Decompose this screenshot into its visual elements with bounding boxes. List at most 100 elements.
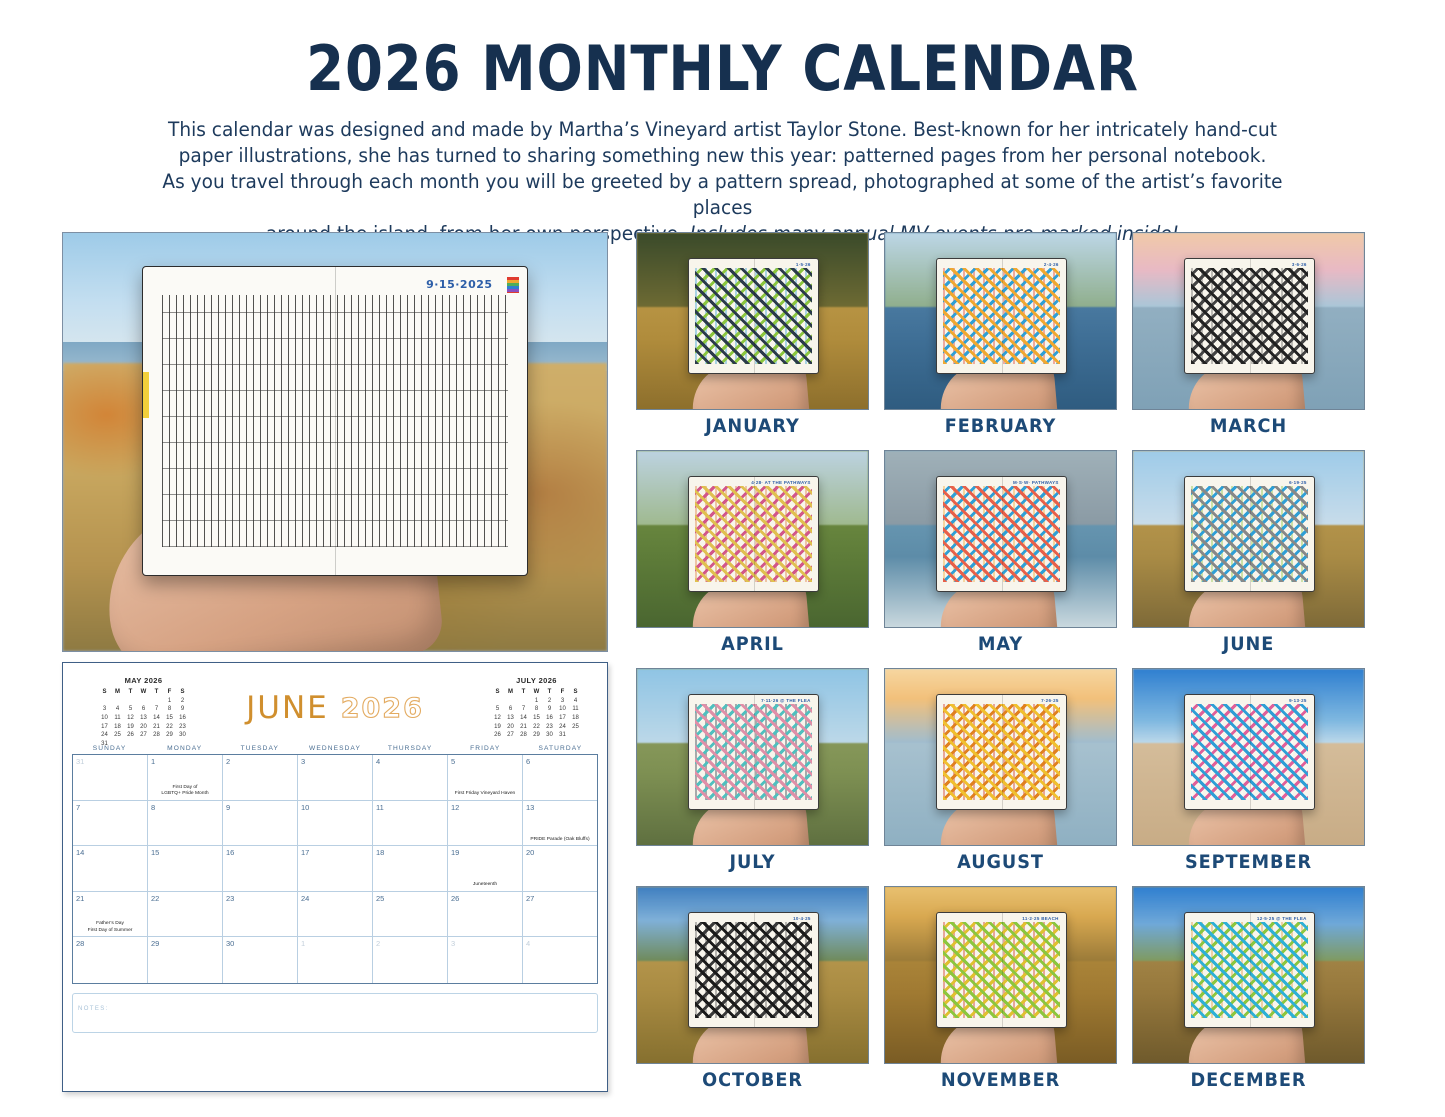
notes-box[interactable]: NOTES: xyxy=(72,992,598,1033)
day-number: 30 xyxy=(226,939,235,948)
calendar-day-cell[interactable]: 1 xyxy=(298,937,373,983)
calendar-month-title: JUNE 2026 xyxy=(72,690,598,726)
mini-prev-dow-5: F xyxy=(167,689,172,696)
thumbnail-september[interactable]: 9·13·25 SEPTEMBER xyxy=(1132,668,1365,882)
mini-next-day: 9 xyxy=(547,706,552,713)
calendar-day-cell[interactable]: 26 xyxy=(448,891,523,936)
day-number: 16 xyxy=(226,848,235,857)
thumbnail-may[interactable]: M·S·W· PATHWAYS MAY xyxy=(884,450,1117,664)
calendar-day-cell[interactable]: 9 xyxy=(223,800,298,845)
calendar-day-cell[interactable]: 4 xyxy=(523,937,597,983)
calendar-day-cell[interactable]: 23 xyxy=(223,891,298,936)
calendar-day-cell[interactable]: 14 xyxy=(73,846,148,891)
calendar-day-cell[interactable]: 15 xyxy=(148,846,223,891)
thumbnail-december[interactable]: 12·5·25 @ THE FLEA DECEMBER xyxy=(1132,886,1365,1100)
calendar-day-cell[interactable]: 11 xyxy=(373,800,448,845)
mini-next-day: 5 xyxy=(495,706,500,713)
event-line: First Friday Vineyard Haven xyxy=(454,791,516,797)
mini-prev-day: 23 xyxy=(179,723,186,730)
day-number: 13 xyxy=(526,802,535,812)
mini-next-day xyxy=(504,697,517,706)
calendar-day-cell[interactable]: 28 xyxy=(73,937,148,983)
mini-next-day: 25 xyxy=(572,723,579,730)
mini-next-day: 26 xyxy=(494,732,501,739)
day-number: 26 xyxy=(451,893,460,903)
mini-next-day: 7 xyxy=(521,706,526,713)
mini-next-day: 8 xyxy=(534,706,539,713)
calendar-day-cell[interactable]: 21 Father’s Day First Day of Summer xyxy=(73,891,148,936)
notebook-pattern xyxy=(943,485,1060,582)
mini-prev-week: 24 25 26 27 28 29 30 xyxy=(98,731,189,740)
mini-prev-day: 26 xyxy=(127,732,134,739)
mini-prev-dow-1: M xyxy=(115,689,120,696)
calendar-day-cell[interactable]: 6 xyxy=(523,755,597,800)
calendar-day-cell[interactable]: 8 xyxy=(148,800,223,845)
notebook-spread: 1·5·26 xyxy=(687,257,820,374)
thumbnail-july[interactable]: 7·11·26 @ THE FLEA JULY xyxy=(636,668,869,882)
calendar-day-cell[interactable]: 30 xyxy=(223,937,298,983)
day-event-text: First Friday Vineyard Haven xyxy=(450,791,520,798)
thumbnail-photo: 3·6·26 xyxy=(1132,232,1365,410)
calendar-day-cell[interactable]: 16 xyxy=(223,846,298,891)
calendar-day-cell[interactable]: 20 xyxy=(523,846,597,891)
day-number: 15 xyxy=(151,848,160,857)
calendar-day-cell[interactable]: 3 xyxy=(448,937,523,983)
calendar-day-cell[interactable]: 2 xyxy=(373,937,448,983)
calendar-day-cell[interactable]: 25 xyxy=(373,891,448,936)
calendar-day-cell[interactable]: 24 xyxy=(298,891,373,936)
thumbnail-april[interactable]: 4·28· AT THE PATHWAYS APRIL xyxy=(636,450,869,664)
thumbnail-june[interactable]: 6·19·25 JUNE xyxy=(1132,450,1365,664)
calendar-day-cell[interactable]: 5 First Friday Vineyard Haven xyxy=(448,755,523,800)
day-number: 12 xyxy=(451,802,460,812)
calendar-day-cell[interactable]: 18 xyxy=(373,846,448,891)
day-number: 9 xyxy=(226,802,231,812)
calendar-day-cell[interactable]: 1 First Day of LGBTQ+ Pride Month xyxy=(148,755,223,800)
thumbnail-november[interactable]: 11·2·25 BEACH NOVEMBER xyxy=(884,886,1117,1100)
mini-prev-day: 18 xyxy=(114,723,121,730)
calendar-day-cell[interactable]: 12 xyxy=(448,800,523,845)
handwritten-note: 7·26·25 xyxy=(1041,698,1059,704)
mini-prev-week: 17 18 19 20 21 22 23 xyxy=(98,722,189,731)
calendar-day-cell[interactable]: 29 xyxy=(148,937,223,983)
mini-prev-day: 22 xyxy=(166,723,173,730)
day-number: 19 xyxy=(451,848,460,857)
calendar-day-cell[interactable]: 22 xyxy=(148,891,223,936)
mini-prev-day: 10 xyxy=(101,715,108,722)
calendar-day-cell[interactable]: 3 xyxy=(298,755,373,800)
thumbnail-january[interactable]: 1·5·26 JANUARY xyxy=(636,232,869,446)
calendar-week-row: 31 1 First Day of LGBTQ+ Pride Month 2 3 4 5 Fir… xyxy=(73,755,597,801)
calendar-week-row: 21 Father’s Day First Day of Summer 22 23 24 2… xyxy=(73,891,597,937)
calendar-day-cell[interactable]: 7 xyxy=(73,800,148,845)
thumbnail-october[interactable]: 10·4·25 OCTOBER xyxy=(636,886,869,1100)
day-number: 8 xyxy=(151,802,156,812)
handwritten-date: 9·15·2025 xyxy=(426,278,493,292)
calendar-day-cell[interactable]: 4 xyxy=(373,755,448,800)
calendar-day-cell[interactable]: 27 xyxy=(523,892,597,937)
mini-calendar-next: JULY 2026 S M T W T F S 1 2 3 4 5 6 7 8 9 10 11 12 13 14 15 16… xyxy=(491,676,582,740)
notebook-spread: 9·13·25 xyxy=(1183,693,1316,810)
mini-prev-day: 28 xyxy=(153,732,160,739)
mini-prev-day: 7 xyxy=(154,706,159,713)
calendar-header: MAY 2026 S M T W T F S 1 2 3 4 5 6 7 8 9 10 11 12 13 14 15 16 1… xyxy=(72,670,598,747)
thumbnail-march[interactable]: 3·6·26 MARCH xyxy=(1132,232,1365,446)
calendar-day-cell[interactable]: 13 PRIDE Parade (Oak Bluffs) xyxy=(523,801,597,846)
notebook-spread: 4·28· AT THE PATHWAYS xyxy=(687,475,820,592)
handwritten-note: 4·28· AT THE PATHWAYS xyxy=(751,480,811,486)
calendar-day-cell[interactable]: 10 xyxy=(298,800,373,845)
mini-next-day: 13 xyxy=(507,715,514,722)
dow-header-sunday: SUNDAY xyxy=(92,745,127,752)
event-line: Juneteenth xyxy=(472,882,498,888)
thumbnail-february[interactable]: 2·4·26 FEBRUARY xyxy=(884,232,1117,446)
calendar-day-cell[interactable]: 31 xyxy=(73,755,148,800)
mini-prev-dow-0: S xyxy=(102,689,107,696)
day-event-text: Juneteenth xyxy=(450,882,520,889)
thumbnail-photo: 6·19·25 xyxy=(1132,450,1365,628)
calendar-day-cell[interactable]: 19 Juneteenth xyxy=(448,846,523,891)
calendar-day-cell[interactable]: 2 xyxy=(223,755,298,800)
mini-prev-day xyxy=(137,740,150,749)
handwritten-note: 9·13·25 xyxy=(1289,698,1307,704)
calendar-day-cell[interactable]: 17 xyxy=(298,846,373,891)
thumbnail-august[interactable]: 7·26·25 AUGUST xyxy=(884,668,1117,882)
notebook-pattern xyxy=(695,485,812,582)
